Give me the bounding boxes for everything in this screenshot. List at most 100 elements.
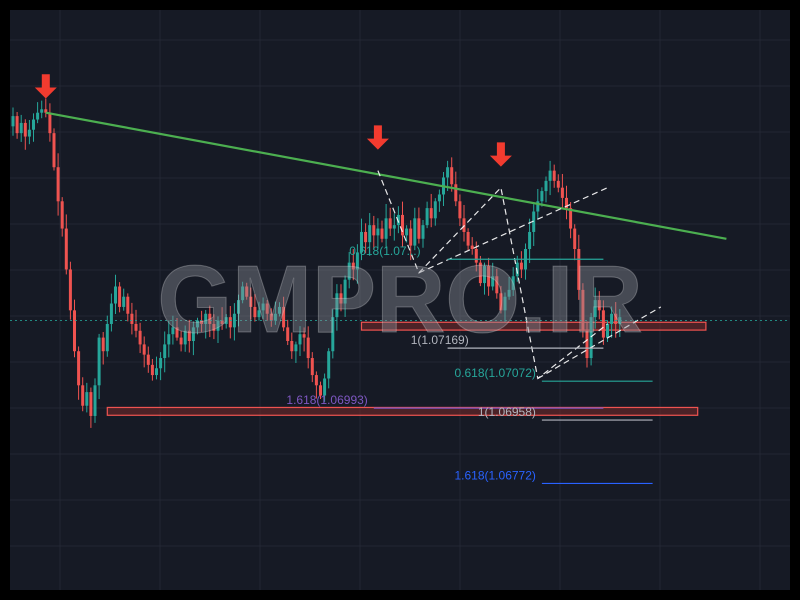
candle-body bbox=[597, 300, 601, 311]
chart-panel: 0.618(1.07072) 1.618(1.06993) 1(1.06958) 1.… bbox=[10, 10, 790, 590]
candle-body bbox=[372, 225, 376, 236]
candle-body bbox=[585, 330, 589, 359]
candle-body bbox=[196, 320, 199, 328]
pattern-dashed-line bbox=[537, 306, 662, 380]
fib-level-label: 1(1.07169) bbox=[411, 333, 469, 347]
candle-body bbox=[228, 317, 232, 328]
candlestick-chart: 0.618(1.07072) 1.618(1.06993) 1(1.06958) 1.… bbox=[10, 10, 790, 590]
candle-body bbox=[261, 303, 265, 311]
candle-body bbox=[536, 201, 540, 212]
candle-body bbox=[355, 252, 359, 270]
candle-body bbox=[573, 228, 577, 249]
candle-body bbox=[401, 214, 404, 236]
candle-body bbox=[286, 327, 290, 341]
descending-trendline bbox=[45, 111, 727, 240]
candle-body bbox=[491, 276, 495, 287]
candle-body bbox=[409, 228, 413, 246]
candle-body bbox=[339, 293, 343, 304]
candle-body bbox=[187, 330, 191, 341]
candle-body bbox=[97, 337, 101, 386]
candle-body bbox=[532, 211, 536, 232]
candle-body bbox=[23, 122, 27, 137]
candle-body bbox=[212, 323, 216, 331]
candle-body bbox=[163, 344, 167, 359]
candle-body bbox=[52, 133, 56, 168]
candle-body bbox=[343, 279, 347, 304]
candle-body bbox=[40, 109, 44, 113]
candle-body bbox=[278, 306, 281, 314]
candle-body bbox=[384, 218, 388, 239]
candle-body bbox=[191, 327, 195, 341]
candle-body bbox=[89, 392, 93, 416]
fib-level-label: 0.618(1.07072) bbox=[454, 366, 535, 380]
candle-body bbox=[368, 225, 372, 243]
fib-levels: 0.618(1.07072) 1.618(1.06993) 1(1.06958) 1.… bbox=[286, 244, 653, 485]
candle-body bbox=[73, 310, 76, 352]
candle-body bbox=[429, 208, 433, 219]
candle-body bbox=[159, 358, 163, 369]
candle-body bbox=[257, 310, 261, 318]
candle-body bbox=[85, 392, 89, 406]
candle-body bbox=[68, 269, 72, 311]
candle-body bbox=[130, 313, 134, 324]
candle-body bbox=[360, 231, 363, 253]
candle-body bbox=[146, 354, 150, 365]
candle-body bbox=[101, 337, 105, 352]
candle-body bbox=[376, 228, 380, 236]
candle-body bbox=[179, 337, 183, 345]
candle-body bbox=[433, 201, 437, 219]
candle-body bbox=[32, 119, 35, 130]
candle-body bbox=[388, 218, 392, 229]
zone-rect bbox=[106, 406, 699, 416]
candle-body bbox=[138, 330, 142, 345]
fib-level-label: 1(1.06958) bbox=[478, 405, 536, 419]
trendlines bbox=[45, 111, 727, 240]
candle-body bbox=[470, 245, 474, 249]
candle-body bbox=[204, 313, 208, 324]
candle-body bbox=[351, 262, 355, 270]
candle-body bbox=[511, 276, 515, 290]
candle-body bbox=[327, 351, 331, 379]
candle-body bbox=[565, 197, 568, 209]
candle-body bbox=[220, 320, 224, 324]
candle-body bbox=[392, 225, 396, 229]
candle-body bbox=[216, 320, 220, 331]
candle-body bbox=[474, 249, 478, 263]
candle-body bbox=[528, 231, 532, 249]
candle-body bbox=[417, 218, 421, 239]
candle-body bbox=[331, 317, 335, 352]
candle-body bbox=[150, 364, 154, 376]
pattern-dashed-line bbox=[377, 170, 608, 380]
candle-body bbox=[253, 306, 257, 318]
candle-body bbox=[556, 180, 560, 188]
candle-body bbox=[495, 276, 499, 294]
candle-body bbox=[593, 300, 597, 318]
candle-body bbox=[167, 334, 171, 345]
candle-body bbox=[614, 313, 618, 324]
candle-body bbox=[380, 228, 384, 239]
candle-body bbox=[237, 300, 240, 314]
candle-body bbox=[77, 351, 81, 386]
candle-body bbox=[273, 313, 277, 321]
candle-body bbox=[560, 187, 564, 198]
candle-body bbox=[241, 286, 245, 301]
candle-body bbox=[487, 266, 491, 287]
candle-body bbox=[171, 327, 175, 335]
candle-body bbox=[134, 323, 138, 331]
candle-body bbox=[589, 317, 593, 359]
candle-body bbox=[109, 303, 113, 324]
candle-body bbox=[483, 266, 486, 284]
candle-body bbox=[249, 296, 253, 307]
candle-body bbox=[499, 293, 503, 311]
candle-body bbox=[364, 231, 368, 243]
candle-body bbox=[314, 375, 318, 386]
candle-body bbox=[11, 116, 15, 127]
candle-body bbox=[44, 109, 48, 113]
candle-body bbox=[610, 313, 614, 324]
candle-body bbox=[507, 289, 511, 297]
candle-body bbox=[232, 313, 236, 328]
candle-body bbox=[446, 167, 450, 178]
candle-body bbox=[114, 286, 117, 304]
fib-level-label: 0.618(1.07...) bbox=[349, 244, 420, 258]
